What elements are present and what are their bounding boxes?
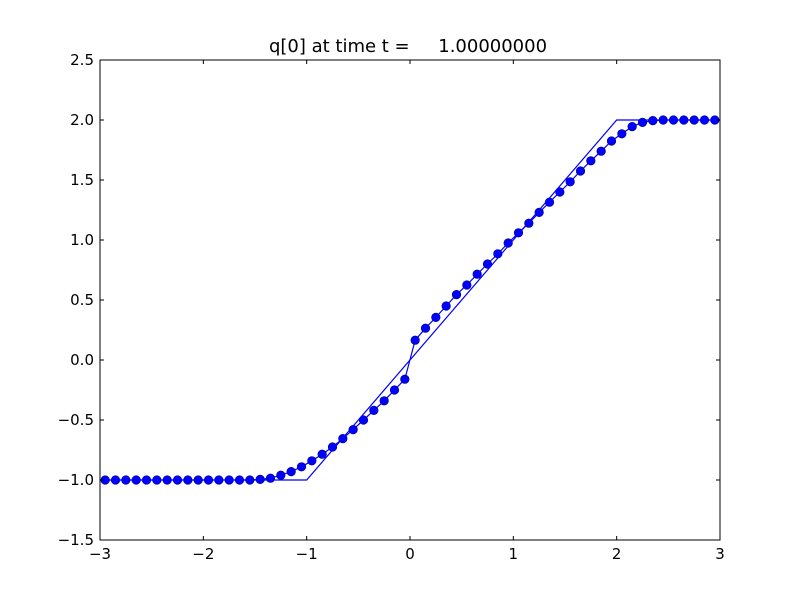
data-point <box>617 129 627 139</box>
data-point <box>462 280 472 290</box>
data-point <box>451 290 462 300</box>
data-point <box>317 449 327 459</box>
data-point <box>482 259 493 269</box>
data-point <box>503 238 513 248</box>
data-point <box>369 405 379 416</box>
x-tick-label: 1 <box>509 545 519 563</box>
x-tick-label: 3 <box>715 545 725 563</box>
data-point <box>441 301 451 311</box>
data-point <box>472 269 482 279</box>
y-tick-label: −0.5 <box>58 411 94 429</box>
data-point <box>379 396 389 406</box>
y-tick-label: 1.5 <box>70 171 94 189</box>
x-tick-label: 0 <box>405 545 415 563</box>
data-point <box>534 207 544 217</box>
data-point <box>296 462 307 472</box>
y-tick-label: 0.5 <box>70 291 94 309</box>
data-point <box>400 374 410 384</box>
data-point <box>586 156 596 166</box>
y-tick-label: −1.5 <box>58 531 94 549</box>
x-tick-label: 2 <box>612 545 622 563</box>
x-tick-label: −3 <box>89 545 111 563</box>
axis-ticks: −3 −2 −1 0 1 2 3 −1.5 −1.0 −0.5 0.0 0.5 1.0 1.5 2.0 2.5 <box>58 51 725 563</box>
y-tick-label: 2.5 <box>70 51 94 69</box>
y-tick-label: 1.0 <box>70 231 94 249</box>
data-point <box>276 470 286 480</box>
data-point <box>627 121 637 132</box>
data-point <box>327 442 338 452</box>
data-point <box>286 467 296 477</box>
data-point <box>565 177 575 187</box>
data-point <box>358 415 369 425</box>
x-tick-label: −1 <box>296 545 318 563</box>
data-point <box>606 136 617 146</box>
chart-title: q[0] at time t = 1.00000000 <box>269 36 547 57</box>
data-point <box>555 187 565 197</box>
data-point <box>637 117 648 127</box>
data-point <box>265 473 276 483</box>
data-point <box>389 385 400 395</box>
series-line <box>100 119 720 481</box>
data-point <box>410 335 420 345</box>
data-point <box>575 166 586 176</box>
y-tick-label: 2.0 <box>70 111 94 129</box>
data-point <box>596 146 606 156</box>
data-point <box>420 323 431 333</box>
data-point <box>307 456 317 466</box>
y-tick-label: 0.0 <box>70 351 94 369</box>
data-point <box>431 312 441 323</box>
x-tick-label: −2 <box>192 545 214 563</box>
y-tick-label: −1.0 <box>58 471 94 489</box>
plot-area <box>100 115 720 485</box>
